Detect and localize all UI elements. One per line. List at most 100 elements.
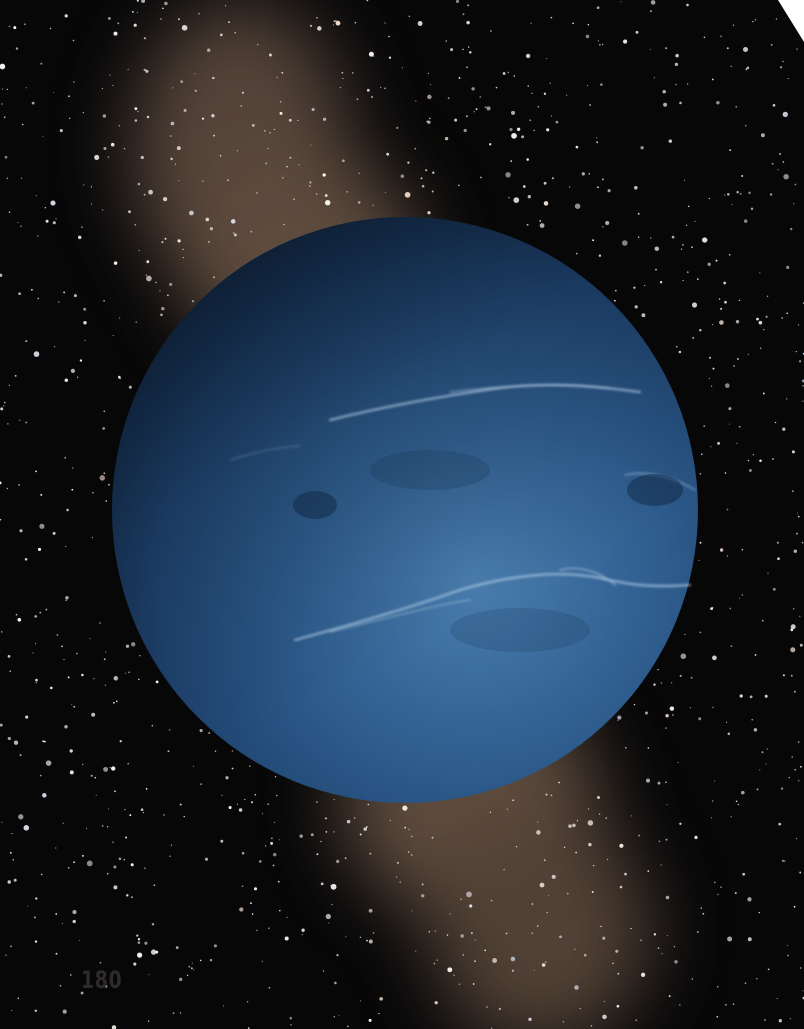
star	[585, 34, 590, 39]
star	[137, 938, 141, 941]
star	[331, 904, 333, 906]
star	[726, 555, 728, 557]
star	[786, 398, 788, 400]
star	[248, 765, 251, 767]
star	[119, 740, 122, 743]
star	[55, 218, 57, 220]
star	[283, 223, 285, 226]
star	[250, 902, 252, 905]
star	[735, 105, 737, 108]
star	[650, 0, 656, 5]
star	[112, 841, 114, 843]
star	[259, 860, 262, 863]
star	[193, 969, 195, 971]
star	[462, 48, 464, 51]
star	[84, 339, 86, 341]
star	[741, 790, 745, 795]
star	[309, 181, 312, 184]
star	[726, 47, 729, 50]
star	[231, 767, 234, 770]
star	[272, 852, 277, 857]
star	[7, 736, 11, 741]
star	[155, 680, 159, 684]
star	[777, 557, 780, 561]
star	[690, 676, 693, 679]
star	[4, 401, 6, 404]
star	[333, 1016, 336, 1018]
star	[754, 653, 757, 656]
star	[3, 405, 5, 407]
star	[655, 268, 657, 271]
star	[551, 115, 553, 117]
star	[21, 123, 24, 126]
star	[384, 87, 386, 90]
star	[720, 35, 722, 38]
star	[665, 895, 670, 900]
star	[531, 932, 533, 934]
star	[495, 86, 498, 89]
star	[230, 219, 236, 224]
star	[712, 367, 715, 370]
star	[123, 858, 126, 861]
star	[447, 967, 453, 973]
star	[124, 808, 126, 811]
star	[234, 31, 237, 34]
star	[596, 141, 599, 144]
star	[175, 946, 179, 949]
star	[654, 246, 660, 251]
star	[72, 467, 74, 469]
star	[711, 800, 714, 802]
star	[163, 814, 165, 816]
star	[342, 77, 344, 79]
star	[743, 219, 748, 223]
star	[741, 594, 744, 596]
star	[241, 91, 244, 94]
star	[298, 164, 300, 166]
star	[159, 290, 161, 292]
star	[310, 144, 312, 146]
star	[77, 235, 82, 240]
star	[341, 71, 344, 74]
star	[586, 84, 588, 87]
star	[637, 212, 640, 215]
star	[194, 89, 197, 92]
star	[92, 537, 94, 539]
star	[507, 71, 510, 74]
star	[179, 803, 182, 806]
star	[471, 932, 473, 934]
star	[472, 983, 475, 985]
star	[34, 642, 37, 645]
star	[590, 1025, 593, 1027]
star	[778, 1019, 782, 1023]
star	[539, 223, 545, 229]
star	[137, 182, 141, 186]
star	[718, 298, 721, 300]
star	[682, 279, 684, 282]
star	[20, 177, 23, 179]
star	[711, 817, 713, 819]
star	[368, 1018, 372, 1022]
star	[106, 873, 109, 875]
star	[385, 192, 387, 194]
star	[212, 76, 215, 80]
star	[724, 194, 726, 196]
star	[246, 1001, 249, 1003]
star	[113, 676, 119, 681]
star	[562, 1020, 565, 1023]
star	[279, 909, 281, 912]
star	[625, 747, 627, 749]
star	[790, 624, 796, 630]
star	[320, 882, 324, 886]
star	[13, 26, 17, 30]
star	[240, 105, 242, 107]
star	[128, 210, 131, 214]
star	[52, 531, 56, 535]
star	[777, 169, 779, 171]
star	[661, 953, 663, 955]
star	[50, 686, 53, 690]
star	[20, 225, 22, 227]
star	[702, 912, 705, 915]
star	[792, 608, 795, 610]
star	[250, 230, 253, 233]
star	[160, 18, 162, 20]
